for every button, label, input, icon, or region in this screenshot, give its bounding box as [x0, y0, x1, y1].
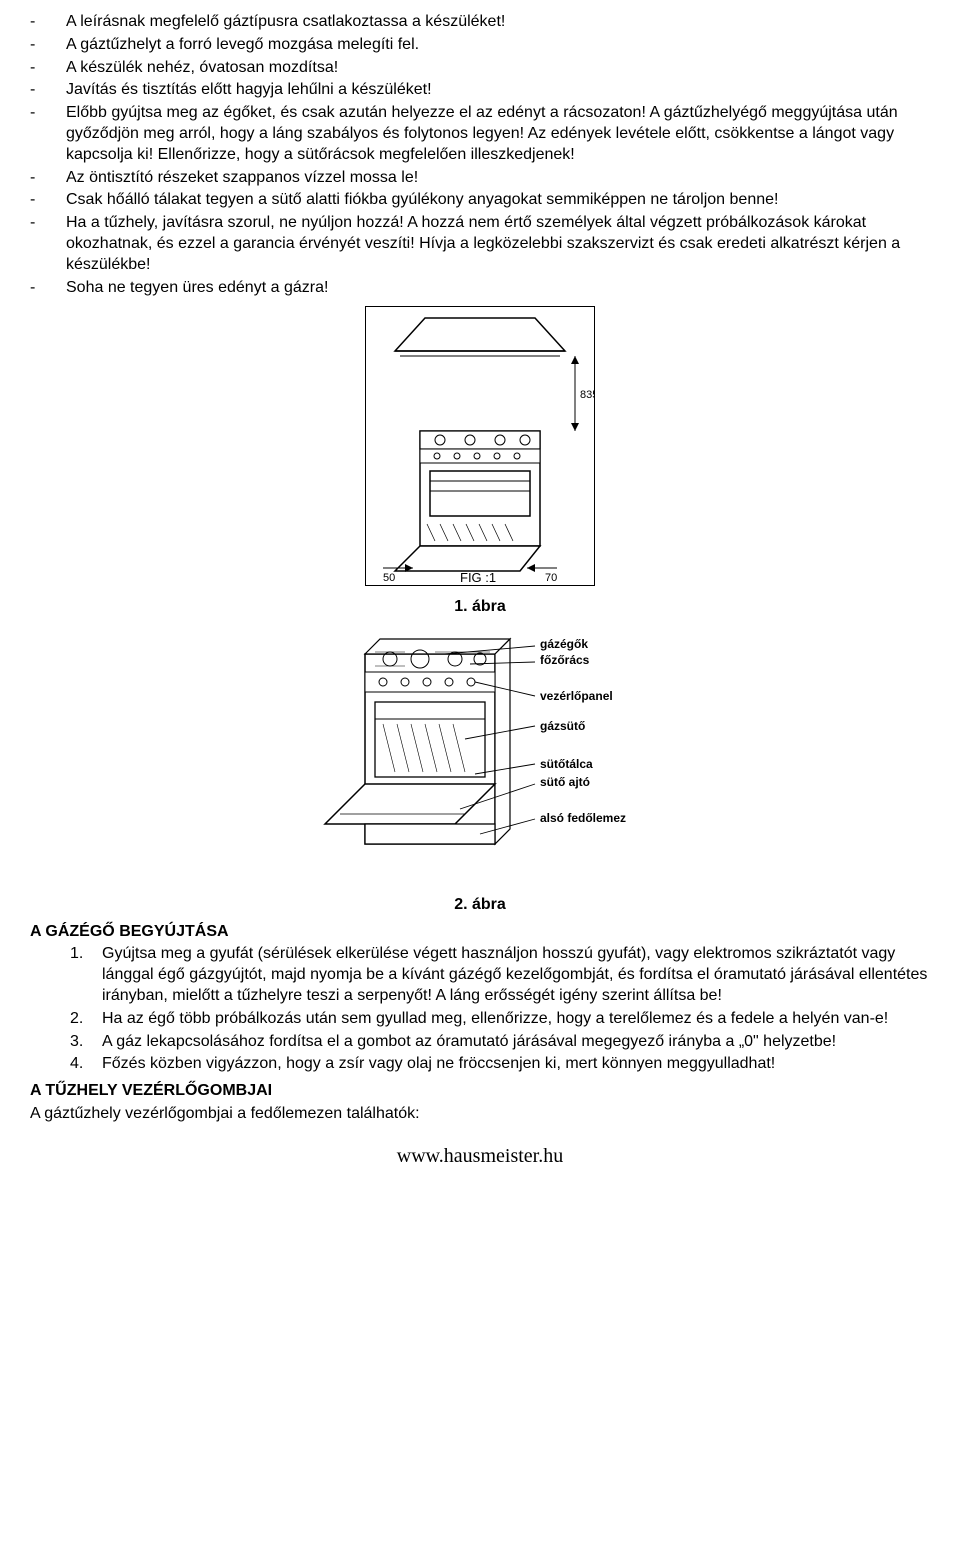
dim-left-label: 50 — [383, 572, 395, 584]
part-label: gázégők — [540, 637, 588, 651]
list-item: 2.Ha az égő több próbálkozás után sem gy… — [70, 1009, 930, 1030]
figure-2-caption: 2. ábra — [30, 895, 930, 916]
part-label: alsó fedőlemez — [540, 811, 626, 825]
list-item: -Ha a tűzhely, javításra szorul, ne nyúl… — [30, 213, 930, 275]
list-item: 3.A gáz lekapcsolásához fordítsa el a go… — [70, 1032, 930, 1053]
list-item: -A gáztűzhelyt a forró levegő mozgása me… — [30, 35, 930, 56]
footer-url: www.hausmeister.hu — [30, 1143, 930, 1169]
list-item: -A leírásnak megfelelő gáztípusra csatla… — [30, 12, 930, 33]
list-item: -Előbb gyújtsa meg az égőket, és csak az… — [30, 103, 930, 165]
dim-right-label: 70 — [545, 572, 557, 584]
dim-vert-label: 835 — [580, 389, 595, 401]
section-controls-line: A gáztűzhely vezérlőgombjai a fedőlemeze… — [30, 1104, 930, 1125]
figure-1-caption: 1. ábra — [30, 597, 930, 618]
stove-hood-diagram-icon: 835 50 FIG :1 — [365, 306, 595, 586]
part-label: gázsütő — [540, 719, 585, 733]
list-item: -Javítás és tisztítás előtt hagyja lehűl… — [30, 80, 930, 101]
part-label: sütőtálca — [540, 757, 593, 771]
stove-parts-diagram-icon: gázégők főzőrács vezérlőpanel gázsütő sü… — [305, 624, 655, 884]
warning-list: -A leírásnak megfelelő gáztípusra csatla… — [30, 12, 930, 298]
section-controls-title: A TŰZHELY VEZÉRLŐGOMBJAI — [30, 1081, 930, 1102]
ignition-steps: 1.Gyújtsa meg a gyufát (sérülések elkerü… — [30, 944, 930, 1075]
list-item: -Csak hőálló tálakat tegyen a sütő alatt… — [30, 190, 930, 211]
list-item: 1.Gyújtsa meg a gyufát (sérülések elkerü… — [70, 944, 930, 1006]
figure-1: 835 50 FIG :1 — [30, 306, 930, 618]
list-item: -Az öntisztító részeket szappanos vízzel… — [30, 168, 930, 189]
list-item: -A készülék nehéz, óvatosan mozdítsa! — [30, 58, 930, 79]
section-ignition-title: A GÁZÉGŐ BEGYÚJTÁSA — [30, 922, 930, 943]
figure-2: gázégők főzőrács vezérlőpanel gázsütő sü… — [30, 624, 930, 916]
list-item: 4.Főzés közben vigyázzon, hogy a zsír va… — [70, 1054, 930, 1075]
list-item: -Soha ne tegyen üres edényt a gázra! — [30, 278, 930, 299]
part-label: vezérlőpanel — [540, 689, 613, 703]
fig-1-text: FIG :1 — [460, 570, 496, 585]
part-label: főzőrács — [540, 653, 590, 667]
part-label: sütő ajtó — [540, 775, 590, 789]
